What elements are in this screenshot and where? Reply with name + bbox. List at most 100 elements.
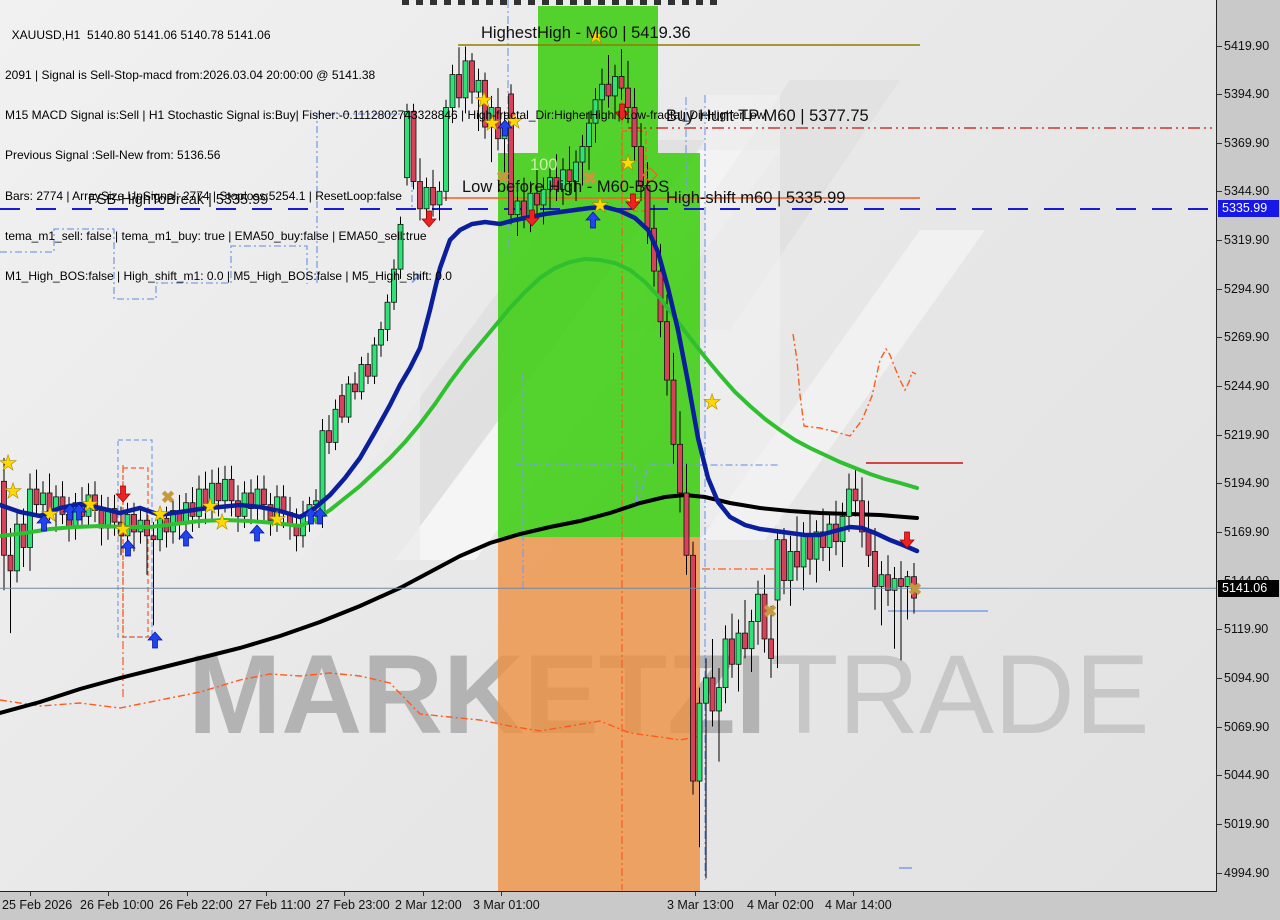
- star-signal-icon: ★: [587, 25, 606, 48]
- candle-bull: [397, 223, 404, 270]
- time-tick: [187, 892, 188, 896]
- candle-bull: [716, 687, 722, 712]
- candle-bear: [885, 574, 891, 591]
- backdrop-shape: [705, 95, 780, 525]
- candle-bear: [872, 550, 878, 587]
- candle-bear: [898, 578, 904, 587]
- clipped-text-fragment: [514, 0, 521, 5]
- clipped-text-fragment: [626, 0, 633, 5]
- candle-bear: [92, 494, 98, 511]
- price-tick: [1217, 337, 1222, 339]
- price-label: 5244.90: [1224, 379, 1270, 394]
- sell-arrow-icon: [524, 209, 540, 227]
- candle-bear: [781, 539, 787, 581]
- candle-bear: [235, 500, 241, 517]
- candle-bear: [339, 395, 345, 418]
- candle-bear: [664, 321, 670, 381]
- candle-bear: [33, 488, 40, 506]
- price-label: 5294.90: [1224, 281, 1270, 296]
- buy-arrow-icon: [249, 524, 265, 542]
- candle-bull: [170, 510, 176, 533]
- ma-fast-line: [0, 204, 920, 554]
- buy-hunt-label: Buy Hunt TP M60 | 5377.75: [666, 107, 869, 125]
- clipped-text-fragment: [486, 0, 493, 5]
- candle-bull: [586, 122, 592, 147]
- clipped-text-fragment: [598, 0, 605, 5]
- bid-price-tag: 5335.99: [1218, 200, 1279, 218]
- price-label: 5119.90: [1224, 622, 1269, 637]
- low-before-high-label: Low before High - M60-BOS: [462, 178, 669, 196]
- candle-bull: [547, 177, 553, 190]
- candle-bear: [865, 531, 872, 556]
- candle-bear: [365, 364, 371, 377]
- time-tick: [775, 892, 776, 896]
- price-label: 5269.90: [1224, 330, 1270, 345]
- candle-bear: [690, 554, 696, 782]
- candle-bear: [618, 76, 625, 89]
- clipped-text-fragment: [696, 0, 703, 5]
- star-signal-icon: ★: [81, 493, 100, 516]
- candle-bear: [456, 74, 462, 99]
- sell-arrow-icon: [614, 103, 630, 121]
- price-tick: [1217, 824, 1222, 826]
- signal-box: [122, 467, 149, 638]
- clipped-text-fragment: [458, 0, 465, 5]
- sell-arrow-icon: [421, 210, 437, 228]
- sell-arrow-icon: [625, 193, 641, 211]
- candle-bear: [683, 492, 690, 556]
- candle-bull: [462, 60, 469, 99]
- candle-bull: [332, 408, 339, 443]
- candle-bull: [755, 593, 761, 622]
- candle-bear: [742, 632, 748, 650]
- sell-arrow-icon: [115, 485, 131, 503]
- time-tick: [108, 892, 109, 896]
- highest-high-label: HighestHigh - M60 | 5419.36: [481, 24, 691, 42]
- candle-bear: [794, 550, 800, 568]
- chart-canvas[interactable]: MARKETZITRADE★★★★★★★★★★★★★★★★★✖✖✖✖✖↗High…: [0, 0, 1217, 892]
- candle-bear: [267, 504, 274, 521]
- candle-bear: [215, 482, 222, 502]
- time-label: 4 Mar 02:00: [747, 898, 814, 912]
- candle-bear: [677, 443, 683, 494]
- candle-bear: [566, 169, 573, 182]
- candle-bull: [560, 169, 566, 190]
- candle-bear: [605, 83, 612, 97]
- star-signal-icon: ★: [151, 503, 170, 526]
- candle-bear: [553, 177, 560, 190]
- candle-bear: [410, 111, 417, 182]
- clipped-text-fragment: [416, 0, 423, 5]
- star-signal-icon: ★: [619, 152, 638, 175]
- price-tick: [1217, 94, 1222, 96]
- candle-bull: [573, 161, 579, 182]
- star-signal-icon: ★: [201, 495, 220, 518]
- price-tick: [1217, 45, 1222, 47]
- candle-bull: [345, 383, 352, 418]
- clipped-text-fragment: [500, 0, 507, 5]
- clipped-text-fragment: [710, 0, 717, 5]
- price-label: 5044.90: [1224, 768, 1270, 783]
- candle-bear: [1, 480, 7, 556]
- clipped-text-fragment: [528, 0, 535, 5]
- clipped-text-fragment: [682, 0, 689, 5]
- candle-bull: [703, 677, 709, 704]
- watermark-brand-2: TRADE: [770, 632, 1150, 757]
- candle-bull: [612, 76, 618, 97]
- ma-mid-line: [0, 256, 919, 538]
- time-label: 25 Feb 2026: [2, 898, 73, 912]
- price-label: 5169.90: [1224, 525, 1270, 540]
- candle-bear: [638, 146, 644, 186]
- candle-bull: [27, 488, 33, 548]
- price-tick: [1217, 872, 1222, 874]
- clipped-text-fragment: [472, 0, 479, 5]
- time-axis[interactable]: 25 Feb 2026 26 Feb 10:00 26 Feb 22:00 27 Fe…: [0, 892, 1280, 920]
- candle-bear: [7, 554, 14, 572]
- clipped-text-fragment: [654, 0, 661, 5]
- price-label: 5319.90: [1224, 233, 1270, 248]
- last-price-tag: 5141.06: [1218, 579, 1279, 597]
- price-axis[interactable]: 5419.90 5394.90 5369.90 5344.90 5319.90 5294.…: [1217, 0, 1280, 891]
- buy-arrow-icon: [312, 507, 328, 525]
- candle-bull: [891, 578, 898, 591]
- candle-bear: [768, 638, 774, 659]
- price-label: 5419.90: [1224, 38, 1270, 53]
